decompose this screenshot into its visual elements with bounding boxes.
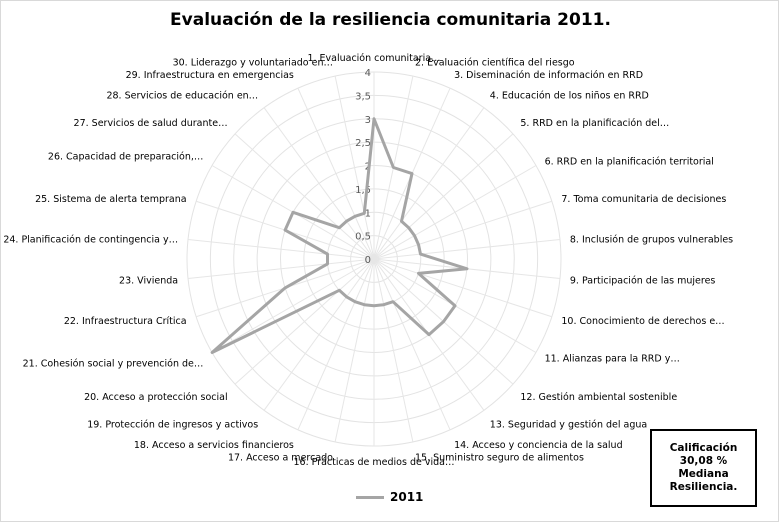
category-label: 4. Educación de los niños en RRD [490, 91, 649, 102]
category-label: 8. Inclusión de grupos vulnerables [570, 234, 733, 245]
tick-label: 1 [365, 208, 371, 219]
category-label: 27. Servicios de salud durante… [74, 118, 228, 129]
legend-swatch [356, 495, 384, 499]
series-layer [210, 117, 469, 354]
category-label: 20. Acceso a protección social [84, 392, 228, 403]
category-label: 24. Planificación de contingencia y… [3, 234, 178, 245]
tick-label: 1,5 [355, 185, 371, 196]
tick-label: 0 [365, 255, 371, 266]
grid-spoke [373, 258, 553, 318]
category-label: 17. Acceso a mercado [228, 453, 333, 464]
category-label: 10. Conocimiento de derechos e… [561, 316, 724, 327]
grid-spoke [187, 258, 375, 280]
category-label: 30. Liderazgo y voluntariado en… [173, 57, 333, 68]
category-label: 7. Toma comunitaria de decisiones [561, 194, 726, 205]
grid-spoke [234, 258, 375, 385]
grid-spoke [211, 258, 375, 353]
grid-spoke [263, 258, 375, 411]
legend-label: 2011 [390, 490, 424, 504]
category-label: 14. Acceso y conciencia de la salud [454, 440, 622, 451]
score-box-line: Resiliencia. [669, 481, 738, 493]
grid-spoke [297, 87, 375, 260]
grid-spoke [187, 238, 375, 260]
grid-spoke [373, 107, 485, 260]
score-box-line: 30,08 % [679, 455, 728, 467]
category-label: 29. Infraestructura en emergencias [126, 70, 294, 81]
category-label: 2. Evaluación científica del riesgo [415, 57, 575, 68]
grid-spoke [297, 258, 375, 431]
category-labels: 1. Evaluación comunitaria…2. Evaluación … [3, 53, 733, 468]
grid-spoke [373, 133, 514, 260]
grid-spoke [334, 75, 375, 260]
category-label: 23. Vivienda [119, 276, 178, 287]
category-label: 16. Prácticas de medios de vida… [294, 457, 455, 468]
grid-spoke [234, 133, 375, 260]
category-label: 5. RRD en la planificación del… [520, 118, 669, 129]
category-label: 12. Gestión ambiental sostenible [520, 392, 677, 403]
category-label: 18. Acceso a servicios financieros [134, 440, 294, 451]
category-label: 3. Diseminación de información en RRD [454, 70, 643, 81]
tick-label: 3,5 [355, 91, 371, 102]
grid-spoke [373, 165, 537, 260]
category-label: 15. Suministro seguro de alimentos [415, 453, 584, 464]
tick-label: 3 [365, 115, 371, 126]
grid-spoke [373, 258, 451, 431]
grid-spoke [263, 107, 375, 260]
grid-spoke [373, 200, 553, 260]
grid-spoke [373, 258, 414, 443]
score-box-line: Mediana [678, 468, 729, 480]
category-label: 11. Alianzas para la RRD y… [545, 354, 680, 365]
score-box: Calificación 30,08 % Mediana Resiliencia… [650, 429, 757, 507]
category-label: 21. Cohesión social y prevención de… [23, 359, 204, 370]
category-label: 25. Sistema de alerta temprana [35, 194, 187, 205]
category-label: 19. Protección de ingresos y activos [87, 419, 258, 430]
category-label: 6. RRD en la planificación territorial [545, 157, 714, 168]
legend: 2011 [356, 488, 423, 506]
chart-title: Evaluación de la resiliencia comunitaria… [170, 10, 611, 30]
tick-label: 0,5 [355, 232, 371, 243]
tick-label: 4 [365, 68, 371, 79]
category-label: 26. Capacidad de preparación,… [48, 152, 203, 163]
category-label: 28. Servicios de educación en… [106, 91, 258, 102]
category-label: 1. Evaluación comunitaria… [307, 53, 440, 64]
score-box-line: Calificación [669, 442, 738, 454]
grid-spoke [334, 258, 375, 443]
series-line [210, 117, 469, 354]
tick-label: 2,5 [355, 138, 371, 149]
grid-spoke [373, 238, 561, 260]
category-label: 22. Infraestructura Crítica [64, 316, 187, 327]
category-label: 9. Participación de las mujeres [570, 276, 716, 287]
category-label: 13. Seguridad y gestión del agua [490, 419, 647, 430]
